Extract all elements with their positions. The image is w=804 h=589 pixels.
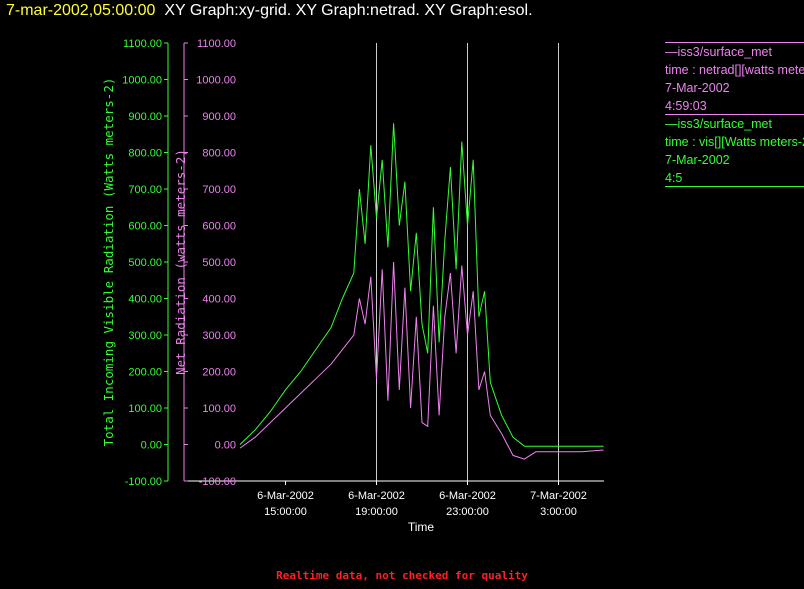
y-right-tick-label: 600.00 [202, 221, 236, 233]
legend-separator [665, 186, 804, 187]
legend-source: —iss3/surface_met [665, 45, 772, 59]
legend-time: 4:59:03 [665, 99, 707, 113]
x-tick-label-time: 15:00:00 [264, 506, 307, 518]
y-left-tick-label: 1100.00 [123, 38, 162, 50]
legend-netrad: —iss3/surface_met time : netrad[][watts … [665, 42, 804, 115]
series-layer [239, 123, 604, 460]
y-right-tick-label: 200.00 [202, 367, 236, 379]
grid-lines [376, 43, 559, 481]
axis-labels: Time Total Incoming Visible Radiation (W… [101, 78, 434, 534]
legend-variable: time : netrad[][watts meters-2] [665, 63, 804, 77]
y-right-tick-label: 400.00 [202, 294, 236, 306]
y-right-tick-label: 800.00 [202, 148, 236, 160]
quality-notice: Realtime data, not checked for quality [276, 569, 528, 582]
x-tick-label-time: 19:00:00 [355, 506, 398, 518]
y-left-tick-label: 300.00 [128, 330, 162, 342]
y-left-tick-label: 100.00 [128, 403, 162, 415]
y-left-tick-label: 1000.00 [122, 75, 162, 87]
y-left-tick-label: 700.00 [128, 184, 162, 196]
y-left-axis-label: Total Incoming Visible Radiation (Watts … [101, 78, 116, 447]
y-right-axis-label: Net Radiation (watts meters-2) [173, 149, 188, 375]
x-tick-label-time: 23:00:00 [446, 506, 489, 518]
series-line-netrad [239, 261, 604, 460]
y-right-tick-label: 1100.00 [197, 38, 236, 50]
x-tick-label-date: 6-Mar-2002 [348, 490, 405, 502]
y-right-tick-label: 300.00 [202, 330, 236, 342]
x-tick-label-date: 6-Mar-2002 [257, 490, 314, 502]
chart-title: 7-mar-2002,05:00:00 XY Graph:xy-grid. XY… [6, 2, 533, 20]
y-right-tick-label: 1000.00 [196, 75, 236, 87]
legend-vis: —iss3/surface_met time : vis[][Watts met… [665, 114, 804, 187]
y-left-tick-label: 600.00 [128, 221, 162, 233]
legend-source: —iss3/surface_met [665, 117, 772, 131]
legend-separator [665, 114, 804, 115]
x-axis-label: Time [408, 520, 435, 534]
timestamp: 7-mar-2002,05:00:00 [6, 2, 156, 19]
x-tick-label-date: 7-Mar-2002 [530, 490, 587, 502]
y-left-tick-label: 500.00 [128, 257, 162, 269]
x-tick-label-date: 6-Mar-2002 [439, 490, 496, 502]
y-left-tick-label: 900.00 [128, 111, 162, 123]
graph-list: XY Graph:xy-grid. XY Graph:netrad. XY Gr… [164, 2, 533, 19]
y-left-tick-label: 0.00 [141, 440, 162, 452]
x-tick-label-time: 3:00:00 [540, 506, 577, 518]
series-line-vis [239, 123, 604, 447]
y-right-tick-label: 500.00 [202, 257, 236, 269]
axes: -100.00 -100.00 0.00 0.00 100.00 100.00 200.00… [122, 38, 604, 518]
legend-date: 7-Mar-2002 [665, 81, 730, 95]
y-right-tick-label: 100.00 [202, 403, 236, 415]
y-right-tick-label: 900.00 [202, 111, 236, 123]
y-left-tick-label: 200.00 [128, 367, 162, 379]
legend-time: 4:5 [665, 171, 683, 185]
y-right-tick-label: 700.00 [202, 184, 236, 196]
y-right-tick-label: 0.00 [215, 440, 236, 452]
y-left-tick-label: 800.00 [128, 148, 162, 160]
legend-variable: time : vis[][Watts meters-2] [665, 135, 804, 149]
y-right-tick-label: -100.00 [199, 476, 236, 488]
legend-separator [665, 42, 804, 43]
y-left-tick-label: -100.00 [125, 476, 162, 488]
y-left-tick-label: 400.00 [128, 294, 162, 306]
legend-date: 7-Mar-2002 [665, 153, 730, 167]
